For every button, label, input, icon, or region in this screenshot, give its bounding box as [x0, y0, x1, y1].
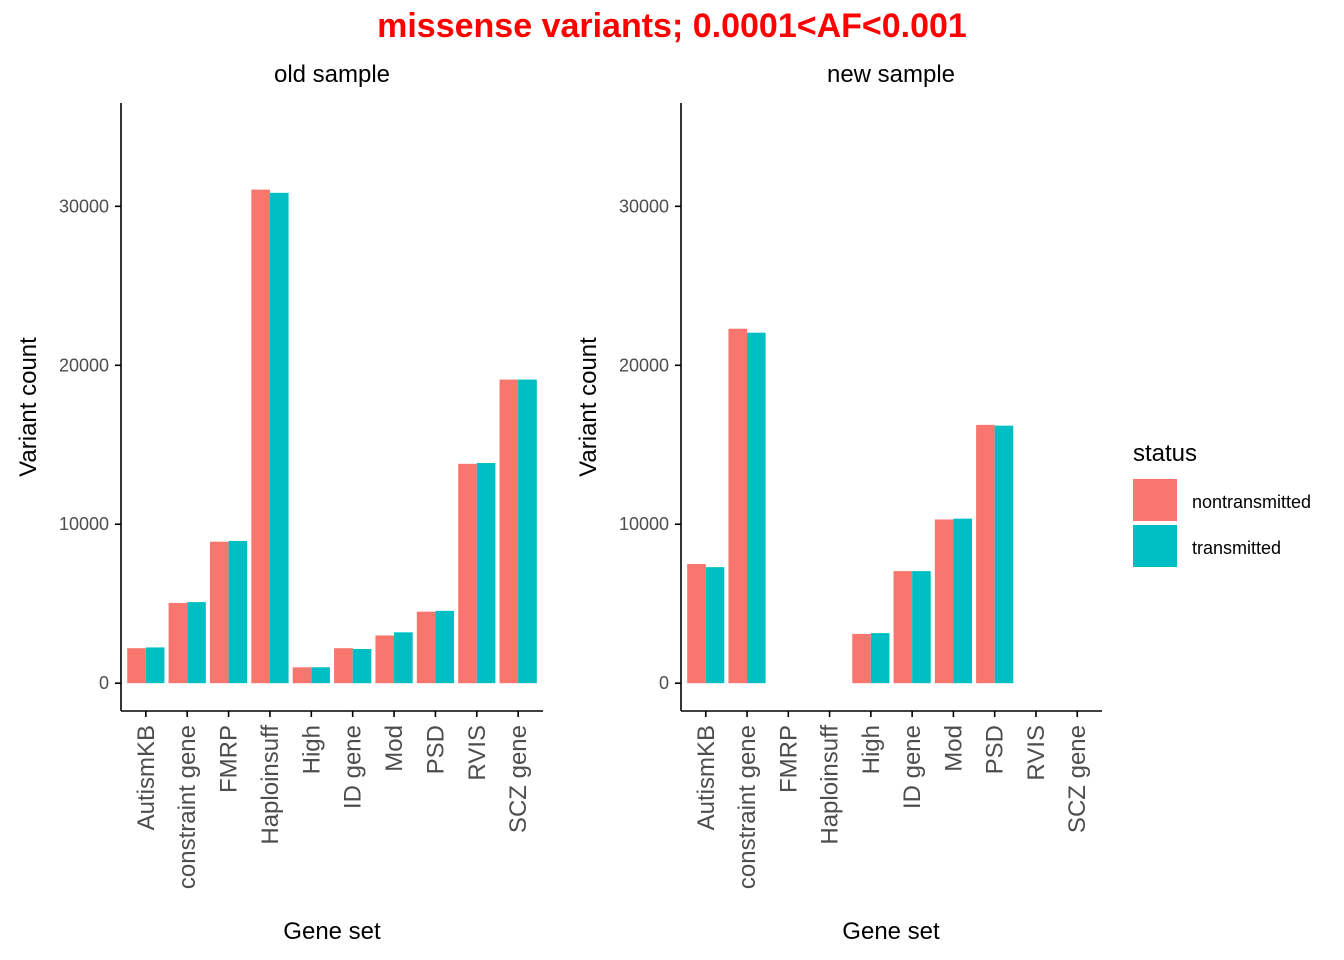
legend-title: status: [1133, 440, 1197, 467]
bar-nontransmitted-mod: [934, 519, 954, 684]
bar-transmitted-psd: [435, 610, 455, 684]
bar-transmitted-mod: [394, 632, 413, 684]
bar-nontransmitted-autismkb: [687, 563, 706, 684]
bar-transmitted-id-gene: [912, 571, 931, 684]
bar-nontransmitted-id-gene: [893, 571, 913, 684]
legend-label-nontransmitted: nontransmitted: [1192, 492, 1311, 512]
legend-swatch-transmitted: [1133, 525, 1177, 567]
x-tick-label-constraint-gene: constraint gene: [734, 725, 761, 889]
x-tick-label-high: High: [858, 725, 885, 774]
panel-title: old sample: [274, 61, 390, 88]
x-tick-label-rvis: RVIS: [464, 725, 491, 781]
y-tick-label: 10000: [59, 514, 109, 534]
bar-nontransmitted-id-gene: [334, 648, 353, 684]
x-tick-label-haploinsuff: Haploinsuff: [817, 725, 844, 845]
bar-nontransmitted-mod: [375, 635, 395, 684]
x-tick-label-mod: Mod: [381, 725, 408, 772]
bar-nontransmitted-fmrp: [209, 541, 229, 684]
bar-transmitted-high: [311, 667, 330, 684]
bar-nontransmitted-constraint-gene: [728, 328, 748, 684]
x-tick-label-psd: PSD: [982, 725, 1009, 774]
bar-transmitted-mod: [953, 518, 972, 684]
x-tick-label-high: High: [298, 725, 325, 774]
chart-title: missense variants; 0.0001<AF<0.001: [377, 7, 967, 45]
x-tick-label-haploinsuff: Haploinsuff: [257, 725, 284, 845]
bar-transmitted-constraint-gene: [187, 602, 206, 684]
bar-nontransmitted-psd: [416, 611, 436, 684]
y-axis-title: Variant count: [15, 337, 42, 477]
x-axis-title: Gene set: [842, 918, 940, 945]
bar-nontransmitted-autismkb: [127, 648, 146, 684]
bar-nontransmitted-constraint-gene: [168, 602, 188, 684]
panel-title: new sample: [827, 61, 955, 88]
x-tick-label-mod: Mod: [940, 725, 967, 772]
bar-transmitted-scz-gene: [518, 379, 537, 684]
x-axis-title: Gene set: [283, 918, 381, 945]
panel-new-sample: new sample 0 10000 20000 30000 AutismKB constr…: [575, 61, 1102, 945]
panel-old-sample: old sample 0 10000 20000 30000 AutismKB constr…: [15, 61, 543, 945]
bar-nontransmitted-high: [852, 633, 871, 684]
bar-nontransmitted-haploinsuff: [251, 189, 270, 684]
legend-swatch-nontransmitted: [1133, 479, 1177, 521]
x-tick-label-autismkb: AutismKB: [133, 725, 160, 830]
x-tick-label-constraint-gene: constraint gene: [174, 725, 201, 889]
bar-transmitted-fmrp: [228, 540, 248, 684]
bar-nontransmitted-high: [292, 667, 312, 684]
x-tick-label-psd: PSD: [422, 725, 449, 774]
x-tick-label-rvis: RVIS: [1023, 725, 1050, 781]
x-tick-label-autismkb: AutismKB: [693, 725, 720, 830]
y-tick-label: 20000: [619, 355, 669, 375]
y-tick-label: 0: [659, 673, 669, 693]
bar-transmitted-high: [870, 633, 890, 684]
bar-nontransmitted-rvis: [458, 463, 477, 684]
bar-transmitted-autismkb: [705, 567, 725, 684]
x-tick-label-fmrp: FMRP: [216, 725, 243, 793]
bar-transmitted-autismkb: [145, 647, 165, 684]
y-axis-title: Variant count: [575, 337, 602, 477]
y-tick-label: 30000: [619, 196, 669, 216]
y-tick-label: 10000: [619, 514, 669, 534]
y-tick-label: 30000: [59, 196, 109, 216]
bar-transmitted-rvis: [476, 463, 496, 684]
x-tick-label-id-gene: ID gene: [340, 725, 367, 809]
bar-transmitted-constraint-gene: [747, 332, 766, 684]
x-tick-label-id-gene: ID gene: [899, 725, 926, 809]
bar-transmitted-psd: [994, 425, 1014, 684]
y-tick-label: 0: [99, 673, 109, 693]
x-tick-label-scz-gene: SCZ gene: [1064, 725, 1091, 833]
legend: status nontransmitted transmitted: [1133, 440, 1311, 567]
bar-nontransmitted-scz-gene: [499, 379, 519, 684]
bar-transmitted-id-gene: [352, 649, 372, 684]
legend-label-transmitted: transmitted: [1192, 538, 1281, 558]
bar-nontransmitted-psd: [976, 424, 995, 684]
bar-transmitted-haploinsuff: [269, 192, 289, 684]
x-tick-label-fmrp: FMRP: [775, 725, 802, 793]
y-tick-label: 20000: [59, 355, 109, 375]
x-tick-label-scz-gene: SCZ gene: [505, 725, 532, 833]
